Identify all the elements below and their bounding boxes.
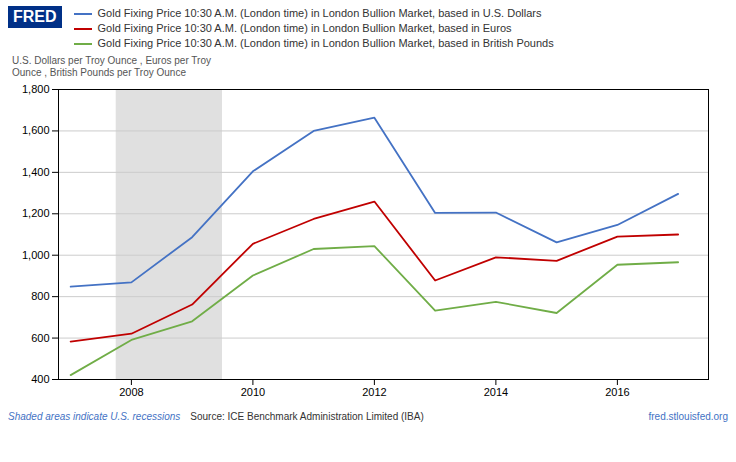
svg-text:2008: 2008 — [119, 386, 143, 398]
html-text:Gold Fixing Price 10:30 A.M. (: Gold Fixing Price 10:30 A.M. (London tim… — [97, 37, 554, 49]
svg-text:800: 800 — [31, 290, 49, 302]
svg-text:2010: 2010 — [241, 386, 265, 398]
html-text:U.S. Dollars per Troy Ounce ,: U.S. Dollars per Troy Ounce , Euros per … — [12, 55, 211, 78]
html-text:fred.stlouisfed.org: fred.stlouisfed.org — [648, 411, 728, 422]
html-text:Shaded areas indicate U.S. rec: Shaded areas indicate U.S. recessions — [8, 411, 181, 422]
svg-text:2012: 2012 — [362, 386, 386, 398]
svg-text:1,600: 1,600 — [22, 124, 50, 136]
svg-text:600: 600 — [31, 332, 49, 344]
html-text:Gold Fixing Price 10:30 A.M. (: Gold Fixing Price 10:30 A.M. (London tim… — [97, 7, 542, 19]
svg-text:2016: 2016 — [605, 386, 629, 398]
svg-text:1,200: 1,200 — [22, 207, 50, 219]
svg-text:1,400: 1,400 — [22, 166, 50, 178]
html-text:Gold Fixing Price 10:30 A.M. (: Gold Fixing Price 10:30 A.M. (London tim… — [97, 22, 512, 34]
svg-text:1,800: 1,800 — [22, 83, 50, 95]
html-text:Source: ICE Benchmark Administ: Source: ICE Benchmark Administration Lim… — [190, 411, 424, 422]
svg-text:1,000: 1,000 — [22, 249, 50, 261]
svg-text:400: 400 — [31, 373, 49, 385]
html-text:FRED: FRED — [13, 8, 57, 25]
svg-text:2014: 2014 — [484, 386, 508, 398]
